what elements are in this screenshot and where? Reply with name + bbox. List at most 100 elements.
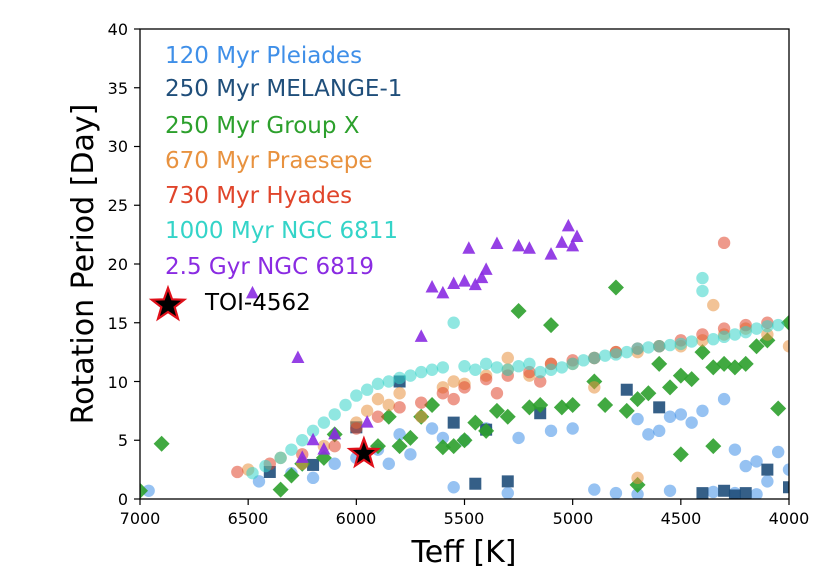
legend: 120 Myr Pleiades 250 Myr MELANGE-1 250 M… bbox=[148, 43, 402, 322]
data-point bbox=[631, 342, 644, 355]
data-point bbox=[728, 443, 742, 456]
data-point bbox=[499, 408, 516, 425]
data-point bbox=[707, 298, 720, 312]
series-250-myr-group-x bbox=[140, 279, 789, 499]
data-point bbox=[447, 392, 460, 406]
data-point bbox=[469, 477, 482, 490]
data-point bbox=[718, 484, 731, 497]
x-tick-label-4500: 4500 bbox=[661, 509, 702, 528]
data-point bbox=[683, 371, 700, 388]
data-point bbox=[553, 399, 570, 416]
data-point bbox=[360, 415, 374, 428]
data-point bbox=[739, 459, 752, 473]
data-point bbox=[674, 408, 688, 421]
legend-entry-ngc-6819: 2.5 Gyr NGC 6819 bbox=[165, 254, 374, 280]
data-point bbox=[631, 412, 644, 426]
data-point bbox=[458, 381, 471, 394]
data-point bbox=[534, 407, 547, 420]
data-point bbox=[295, 450, 309, 463]
data-point bbox=[382, 398, 395, 412]
data-point bbox=[653, 340, 666, 353]
data-point bbox=[259, 459, 272, 473]
data-point bbox=[728, 328, 742, 341]
data-point bbox=[436, 361, 450, 374]
data-point bbox=[436, 431, 450, 445]
data-point bbox=[640, 385, 657, 402]
data-point bbox=[609, 486, 623, 499]
data-point bbox=[328, 439, 341, 453]
data-point bbox=[588, 381, 601, 394]
data-point bbox=[566, 357, 579, 371]
data-point bbox=[522, 241, 536, 254]
data-point bbox=[674, 337, 688, 351]
data-point bbox=[393, 428, 406, 441]
data-point bbox=[306, 432, 320, 446]
data-point bbox=[274, 451, 287, 465]
data-point bbox=[696, 271, 709, 285]
data-point bbox=[478, 422, 495, 439]
data-point bbox=[246, 466, 259, 480]
data-point bbox=[436, 387, 450, 400]
data-point bbox=[393, 401, 406, 414]
data-point bbox=[512, 360, 525, 373]
data-point bbox=[783, 481, 789, 494]
data-point bbox=[458, 274, 471, 287]
plot-area: 120 Myr Pleiades 250 Myr MELANGE-1 250 M… bbox=[140, 43, 789, 499]
data-point bbox=[544, 424, 558, 438]
data-point bbox=[447, 481, 460, 494]
data-point bbox=[544, 247, 558, 260]
data-point bbox=[685, 416, 698, 429]
x-tick-label-6500: 6500 bbox=[228, 509, 269, 528]
data-point bbox=[555, 361, 569, 374]
x-tick-label-5500: 5500 bbox=[444, 509, 485, 528]
data-point bbox=[328, 457, 341, 470]
data-point bbox=[391, 438, 408, 455]
data-point bbox=[307, 458, 320, 471]
data-point bbox=[272, 481, 289, 498]
data-point bbox=[761, 320, 774, 333]
data-point bbox=[140, 482, 148, 499]
data-point bbox=[447, 316, 460, 329]
data-point bbox=[447, 375, 460, 388]
data-point bbox=[642, 428, 655, 441]
data-point bbox=[360, 383, 374, 396]
data-point bbox=[291, 350, 305, 363]
data-point bbox=[501, 486, 514, 499]
x-tick-label-5000: 5000 bbox=[553, 509, 594, 528]
series-250-myr-melange-1 bbox=[263, 375, 789, 499]
data-point bbox=[434, 439, 451, 456]
data-point bbox=[458, 360, 471, 373]
toi-4562-star-marker bbox=[346, 435, 382, 469]
data-point bbox=[564, 397, 581, 413]
data-point bbox=[705, 438, 722, 455]
data-point bbox=[717, 330, 731, 344]
data-point bbox=[663, 410, 677, 423]
data-point bbox=[631, 471, 644, 485]
data-point bbox=[317, 442, 331, 455]
data-point bbox=[696, 487, 709, 499]
data-point bbox=[629, 391, 646, 408]
star-icon bbox=[148, 284, 188, 322]
data-point bbox=[561, 218, 575, 232]
legend-entry-pleiades: 120 Myr Pleiades bbox=[165, 43, 362, 69]
data-point bbox=[479, 262, 493, 275]
data-point bbox=[245, 285, 259, 299]
x-tick-label-6000: 6000 bbox=[336, 509, 377, 528]
data-point bbox=[717, 236, 731, 250]
data-point bbox=[371, 410, 385, 423]
data-point bbox=[694, 344, 711, 361]
data-point bbox=[512, 238, 526, 252]
data-point bbox=[737, 355, 754, 372]
data-point bbox=[393, 387, 406, 400]
data-point bbox=[748, 338, 765, 355]
data-point bbox=[566, 422, 579, 435]
data-point bbox=[447, 416, 460, 429]
data-point bbox=[543, 317, 560, 334]
x-tick-label-7000: 7000 bbox=[120, 509, 161, 528]
data-point bbox=[739, 325, 752, 339]
data-point bbox=[328, 426, 342, 440]
data-point bbox=[488, 402, 505, 419]
data-point bbox=[360, 404, 374, 418]
y-tick-label-20: 20 bbox=[108, 255, 128, 274]
data-point bbox=[350, 422, 363, 435]
